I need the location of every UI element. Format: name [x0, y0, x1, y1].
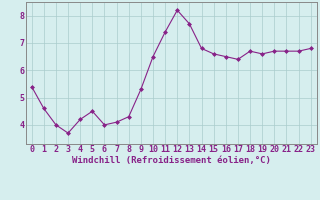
X-axis label: Windchill (Refroidissement éolien,°C): Windchill (Refroidissement éolien,°C): [72, 156, 271, 165]
